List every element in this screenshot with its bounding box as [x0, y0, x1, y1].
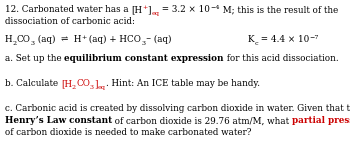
- Text: of carbon dioxide is 29.76 atm/M, what: of carbon dioxide is 29.76 atm/M, what: [112, 116, 292, 125]
- Text: ]: ]: [148, 5, 151, 14]
- Text: b. Calculate: b. Calculate: [5, 79, 61, 88]
- Text: [H: [H: [131, 5, 142, 14]
- Text: eq: eq: [98, 85, 105, 90]
- Text: 12. Carbonated water has a: 12. Carbonated water has a: [5, 5, 131, 14]
- Text: dissociation of carbonic acid:: dissociation of carbonic acid:: [5, 17, 135, 26]
- Text: +: +: [142, 5, 148, 10]
- Text: 2: 2: [13, 41, 17, 46]
- Text: +: +: [81, 35, 86, 40]
- Text: = 3.2 × 10: = 3.2 × 10: [159, 5, 210, 14]
- Text: (aq) + HCO: (aq) + HCO: [86, 35, 141, 44]
- Text: −: −: [145, 35, 150, 40]
- Text: CO: CO: [76, 79, 90, 88]
- Text: H: H: [5, 35, 13, 44]
- Text: (aq)  ⇌  H: (aq) ⇌ H: [35, 35, 81, 44]
- Text: equilibrium constant expression: equilibrium constant expression: [64, 54, 224, 63]
- Text: 3: 3: [90, 85, 94, 90]
- Text: eq: eq: [151, 11, 159, 16]
- Text: = 4.4 × 10: = 4.4 × 10: [258, 35, 309, 44]
- Text: CO: CO: [17, 35, 31, 44]
- Text: for this acid dissociation.: for this acid dissociation.: [224, 54, 338, 63]
- Text: Henry’s Law constant: Henry’s Law constant: [5, 116, 112, 125]
- Text: −4: −4: [210, 5, 220, 10]
- Text: ]: ]: [94, 79, 98, 88]
- Text: c: c: [254, 41, 258, 46]
- Text: c. Carbonic acid is created by dissolving carbon dioxide in water. Given that th: c. Carbonic acid is created by dissolvin…: [5, 104, 350, 113]
- Text: 2: 2: [72, 85, 76, 90]
- Text: K: K: [248, 35, 254, 44]
- Text: 3: 3: [141, 41, 145, 46]
- Text: [H: [H: [61, 79, 72, 88]
- Text: (aq): (aq): [150, 35, 171, 44]
- Text: M; this is the result of the: M; this is the result of the: [220, 5, 338, 14]
- Text: partial pressure: partial pressure: [292, 116, 350, 125]
- Text: a. Set up the: a. Set up the: [5, 54, 64, 63]
- Text: of carbon dioxide is needed to make carbonated water?: of carbon dioxide is needed to make carb…: [5, 128, 252, 137]
- Text: . Hint: An ICE table may be handy.: . Hint: An ICE table may be handy.: [105, 79, 259, 88]
- Text: 3: 3: [31, 41, 35, 46]
- Text: −7: −7: [309, 35, 319, 40]
